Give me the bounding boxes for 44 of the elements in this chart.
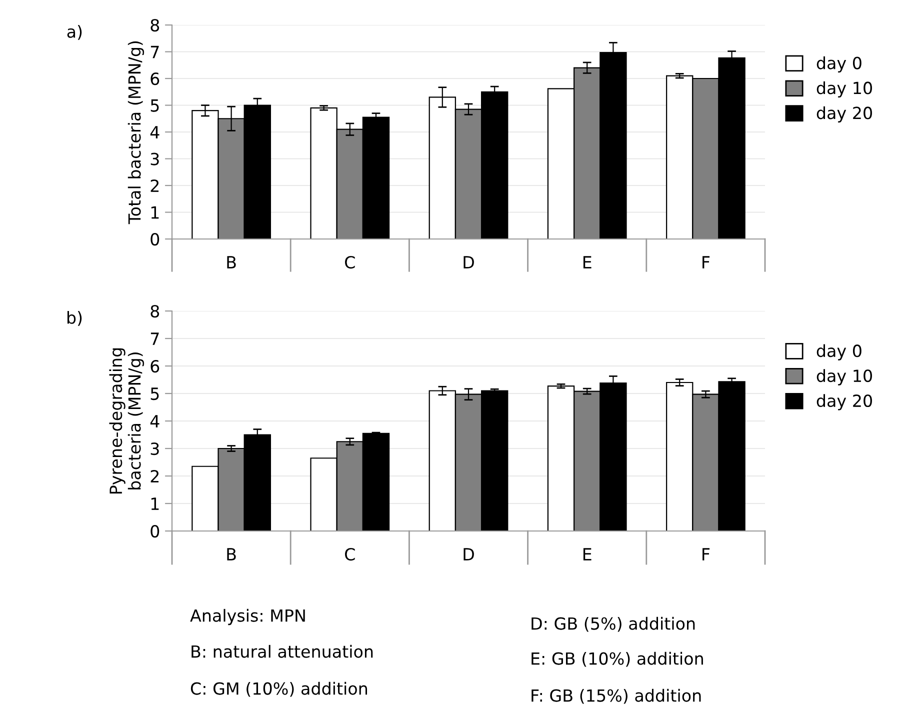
legend-label: day 0: [816, 56, 862, 73]
chart-title: a): [67, 25, 82, 40]
x-tick-label: C: [345, 256, 355, 269]
y-tick-label: 3: [150, 442, 159, 456]
text: E: GB (10%) addition: [532, 652, 703, 667]
x-tick-label: E: [583, 256, 592, 268]
text: C: GM (10%) addition: [190, 682, 368, 697]
y-axis-title: Pyrene-degrading bacteria (MPN/g): [109, 348, 144, 494]
y-tick-label: 1: [151, 498, 159, 510]
y-tick-label: 3: [150, 152, 159, 166]
y-tick-label: 5: [150, 388, 159, 400]
x-tick-label: B: [227, 548, 236, 560]
legend-label: day 20: [816, 106, 872, 122]
y-tick-label: 0: [150, 232, 160, 246]
y-tick-label: 7: [150, 46, 159, 58]
x-tick-label: F: [702, 548, 710, 560]
y-tick-label: 6: [150, 72, 160, 86]
text: D: GB (5%) addition: [532, 616, 695, 632]
y-tick-label: 6: [150, 360, 160, 373]
x-tick-label: D: [464, 548, 474, 560]
x-tick-label: D: [464, 256, 474, 268]
y-tick-label: 0: [150, 524, 160, 538]
y-axis-title: Total bacteria (MPN/g): [128, 41, 144, 224]
legend-label: day 10: [816, 81, 872, 98]
x-tick-label: E: [583, 548, 592, 560]
chart-title: b): [67, 311, 82, 326]
y-tick-label: 8: [150, 18, 160, 32]
legend-label: day 0: [816, 344, 862, 360]
text: Analysis: MPN: [190, 608, 305, 626]
legend-label: day 20: [816, 394, 872, 410]
x-tick-label: C: [345, 548, 355, 561]
y-tick-label: 5: [150, 99, 159, 112]
x-tick-label: B: [227, 256, 236, 268]
y-tick-label: 2: [150, 179, 159, 192]
y-tick-label: 4: [150, 126, 160, 138]
y-tick-label: 8: [150, 304, 160, 318]
text: B: natural attenuation: [192, 644, 373, 658]
y-tick-label: 2: [150, 470, 159, 482]
y-tick-label: 1: [151, 206, 159, 219]
text: F: GB (15%) addition: [532, 688, 701, 704]
legend-label: day 10: [816, 369, 872, 386]
y-tick-label: 4: [150, 415, 160, 428]
y-tick-label: 7: [150, 332, 159, 345]
x-tick-label: F: [702, 256, 710, 268]
